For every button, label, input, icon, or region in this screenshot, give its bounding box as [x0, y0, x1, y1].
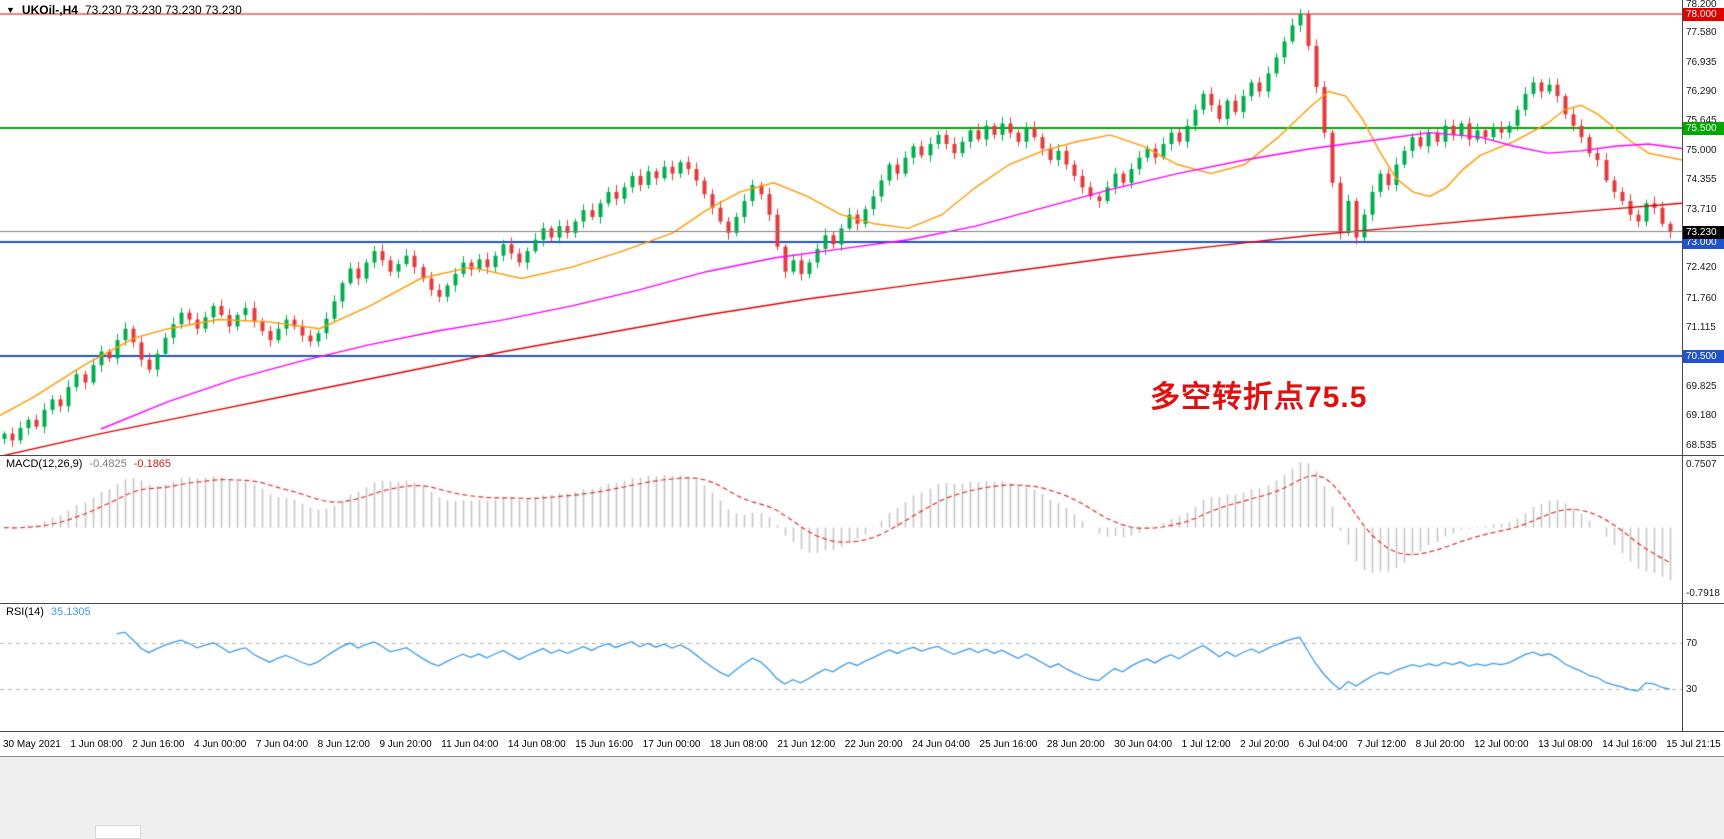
time-axis-label: 14 Jul 16:00 — [1602, 738, 1657, 750]
price-axis-tick: 72.420 — [1686, 262, 1717, 274]
price-axis-tick: 74.355 — [1686, 174, 1717, 186]
macd-label: MACD(12,26,9) — [6, 458, 83, 470]
time-axis-label: 12 Jul 00:00 — [1474, 738, 1529, 750]
time-axis-label: 14 Jun 08:00 — [507, 738, 566, 750]
price-axis-tick: 75.645 — [1686, 115, 1717, 127]
time-axis-label: 24 Jun 04:00 — [912, 738, 970, 750]
chart-header: ▼ UKOil-,H4 73.230 73.230 73.230 73.230 — [6, 3, 242, 17]
time-axis-label: 30 Jun 04:00 — [1114, 738, 1173, 750]
rsi-plot[interactable]: RSI(14) 35.1305 — [0, 604, 1682, 731]
macd-label-row: MACD(12,26,9) -0.4825 -0.1865 — [6, 458, 171, 470]
price-axis-tick: 71.115 — [1686, 322, 1716, 333]
time-axis-label: 9 Jun 20:00 — [379, 738, 432, 750]
rsi-value: 35.1305 — [50, 606, 91, 618]
symbol-period-label: UKOil-,H4 — [21, 3, 78, 17]
price-level-badge: 75.500 — [1683, 122, 1724, 136]
time-axis-label: 7 Jun 04:00 — [255, 738, 309, 750]
time-axis-label: 8 Jun 12:00 — [317, 738, 370, 750]
macd-plot[interactable]: MACD(12,26,9) -0.4825 -0.1865 — [0, 456, 1682, 603]
price-axis-tick: 78.200 — [1686, 0, 1717, 10]
price-axis-tick: 69.825 — [1686, 380, 1717, 392]
time-axis-label: 13 Jul 08:00 — [1538, 738, 1593, 750]
time-axis-label: 11 Jun 04:00 — [441, 738, 499, 750]
price-plot[interactable]: ▼ UKOil-,H4 73.230 73.230 73.230 73.230 … — [0, 0, 1682, 455]
rsi-label-row: RSI(14) 35.1305 — [6, 606, 91, 618]
time-axis-label: 22 Jun 20:00 — [844, 738, 903, 750]
rsi-level-label: 70 — [1686, 637, 1698, 649]
time-axis[interactable]: 30 May 2021 1 Jun 08:00 2 Jun 16:00 4 Jun 0… — [0, 732, 1724, 757]
rsi-axis[interactable]: 70 30 — [1682, 604, 1724, 731]
macd-axis-min: -0.7918 — [1686, 588, 1720, 599]
time-axis-label: 21 Jun 12:00 — [777, 738, 836, 750]
time-axis-label: 18 Jun 08:00 — [710, 738, 768, 750]
time-axis-label: 15 Jun 16:00 — [575, 738, 634, 750]
macd-canvas[interactable] — [0, 456, 1682, 603]
rsi-level-label: 30 — [1686, 683, 1698, 695]
price-axis-tick: 77.580 — [1686, 27, 1717, 39]
price-axis-tick: 71.760 — [1686, 292, 1717, 304]
macd-axis[interactable]: 0.7507 -0.7918 — [1682, 456, 1724, 603]
macd-panel: MACD(12,26,9) -0.4825 -0.1865 0.7507 -0.7… — [0, 456, 1724, 604]
price-axis[interactable]: 78.200 77.580 76.935 76.290 75.645 75.000 74.3… — [1682, 0, 1724, 455]
current-price-badge: 73.230 — [1683, 225, 1724, 239]
price-panel: ▼ UKOil-,H4 73.230 73.230 73.230 73.230 … — [0, 0, 1724, 456]
time-axis-label: 7 Jul 12:00 — [1357, 738, 1407, 750]
bottom-strip — [0, 757, 1724, 839]
price-axis-tick: 68.535 — [1686, 439, 1717, 451]
chart-annotation-text: 多空转折点75.5 — [1150, 381, 1368, 414]
time-axis-label: 15 Jul 21:15 — [1666, 738, 1721, 750]
time-axis-label: 17 Jun 00:00 — [642, 738, 701, 750]
time-axis-label: 2 Jun 16:00 — [132, 738, 185, 750]
price-axis-tick: 75.000 — [1686, 144, 1717, 156]
price-axis-tick: 73.710 — [1686, 203, 1717, 215]
time-axis-label: 6 Jul 04:00 — [1298, 738, 1348, 750]
price-level-badge: 70.500 — [1683, 350, 1724, 364]
rsi-label: RSI(14) — [6, 606, 44, 618]
time-axis-label: 25 Jun 16:00 — [979, 738, 1038, 750]
macd-axis-max: 0.7507 — [1686, 459, 1717, 470]
ohlc-values: 73.230 73.230 73.230 73.230 — [84, 3, 242, 17]
macd-value-signal: -0.1865 — [133, 458, 172, 470]
price-level-badge: 78.000 — [1683, 8, 1724, 22]
price-axis-tick: 76.290 — [1686, 86, 1717, 97]
rsi-panel: RSI(14) 35.1305 70 30 — [0, 604, 1724, 732]
price-axis-tick: 76.935 — [1686, 56, 1717, 68]
time-axis-label: 4 Jun 00:00 — [194, 738, 247, 750]
price-axis-tick: 69.180 — [1686, 410, 1717, 422]
time-axis-label: 30 May 2021 — [3, 738, 61, 750]
price-canvas[interactable] — [0, 0, 1682, 455]
time-axis-label: 2 Jul 20:00 — [1240, 738, 1290, 750]
time-axis-label: 28 Jun 20:00 — [1046, 738, 1105, 750]
price-level-badge: 73.000 — [1683, 236, 1724, 250]
macd-value-main: -0.4825 — [89, 458, 127, 470]
time-axis-label: 8 Jul 20:00 — [1415, 738, 1465, 750]
time-axis-label: 1 Jun 08:00 — [70, 738, 123, 750]
rsi-canvas[interactable] — [0, 604, 1682, 731]
time-axis-label: 1 Jul 12:00 — [1181, 738, 1231, 750]
symbol-dropdown-icon[interactable]: ▼ — [6, 4, 15, 15]
bottom-left-box — [95, 825, 141, 839]
